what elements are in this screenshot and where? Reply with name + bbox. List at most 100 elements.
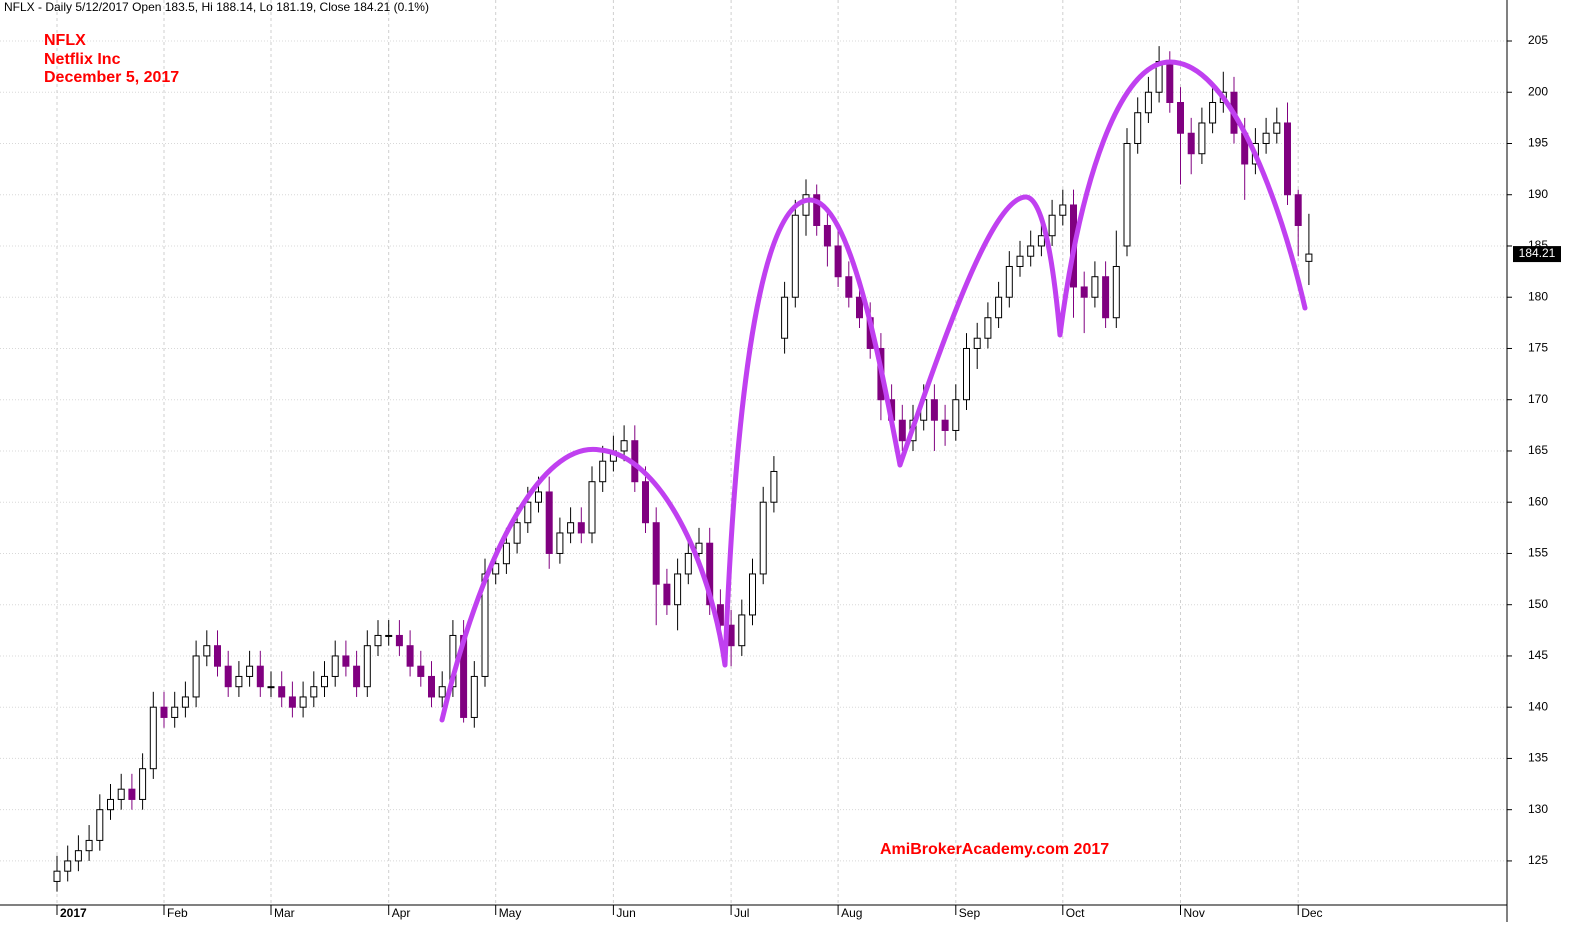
candle-body xyxy=(1134,112,1142,144)
candle-body xyxy=(321,675,328,688)
candle-body xyxy=(1166,60,1174,103)
candle-body xyxy=(995,296,1003,319)
candle-body xyxy=(1080,286,1088,298)
y-tick-label: 145 xyxy=(1528,648,1548,662)
candle-body xyxy=(802,194,810,216)
candle-body xyxy=(1048,214,1056,237)
candle-body xyxy=(930,399,938,421)
candle-body xyxy=(1187,132,1195,155)
candle-body xyxy=(984,317,992,339)
candle-body xyxy=(738,614,746,647)
candle-body xyxy=(759,501,767,575)
candle-body xyxy=(96,809,104,841)
candle-body xyxy=(1198,122,1206,155)
candle-body xyxy=(1262,132,1270,144)
candle-body xyxy=(117,788,125,800)
y-tick-label: 180 xyxy=(1528,289,1548,303)
candle-body xyxy=(502,542,510,565)
candle-body xyxy=(1209,101,1217,124)
candle-body xyxy=(1294,194,1302,226)
candle-body xyxy=(834,245,842,278)
candle-body xyxy=(941,419,949,431)
y-tick-label: 205 xyxy=(1528,33,1548,47)
candle-body xyxy=(85,839,93,852)
candle-body xyxy=(299,696,307,708)
candle-body xyxy=(684,552,692,575)
candle-body xyxy=(74,850,82,862)
last-price-tag xyxy=(1513,246,1561,263)
candle-body xyxy=(642,481,649,524)
last-price-label: 184.21 xyxy=(1519,246,1556,260)
candle-body xyxy=(353,665,361,688)
y-tick-label: 190 xyxy=(1528,187,1548,201)
chart-date: December 5, 2017 xyxy=(44,69,179,86)
candle-body xyxy=(652,522,660,585)
candle-body xyxy=(770,470,778,503)
candle-body xyxy=(149,706,157,770)
candle-body xyxy=(214,645,221,667)
watermark: AmiBrokerAcademy.com 2017 xyxy=(880,841,1109,858)
candle-body xyxy=(695,542,703,554)
x-tick-label: Feb xyxy=(167,906,188,920)
candle-body xyxy=(1123,142,1131,247)
candle-body xyxy=(856,296,863,319)
candle-body xyxy=(1059,204,1067,216)
candle-body xyxy=(620,440,628,452)
candle-body xyxy=(588,481,596,534)
x-tick-label: Oct xyxy=(1066,906,1085,920)
candles xyxy=(53,46,1313,892)
candle-body xyxy=(331,655,339,677)
candle-body xyxy=(438,686,446,698)
y-tick-label: 140 xyxy=(1528,699,1548,713)
candle-body xyxy=(256,665,264,688)
candle-body xyxy=(1005,265,1013,298)
candle-body xyxy=(706,542,714,606)
candle-body xyxy=(898,419,906,442)
x-tick-label: May xyxy=(499,906,522,920)
candle-body xyxy=(1177,101,1184,134)
candle-body xyxy=(224,665,232,688)
candle-body xyxy=(395,634,403,647)
candle-body xyxy=(492,563,500,575)
y-tick-label: 150 xyxy=(1528,597,1548,611)
candle-body xyxy=(513,522,521,544)
y-tick-label: 160 xyxy=(1528,494,1548,508)
candle-body xyxy=(181,696,189,708)
candle-body xyxy=(1305,253,1313,262)
candle-body xyxy=(1112,265,1120,319)
x-tick-label: Mar xyxy=(274,906,295,920)
candle-body xyxy=(791,214,799,298)
y-tick-label: 200 xyxy=(1528,84,1548,98)
candle-body xyxy=(139,768,147,800)
y-tick-label: 135 xyxy=(1528,751,1548,765)
candle-body xyxy=(246,665,254,677)
y-tick-label: 130 xyxy=(1528,802,1548,816)
candle-body xyxy=(749,573,756,616)
y-tick-label: 125 xyxy=(1528,853,1548,867)
candle-body xyxy=(1102,276,1110,319)
x-tick-label: Aug xyxy=(841,906,862,920)
y-tick-label: 155 xyxy=(1528,546,1548,560)
candle-body xyxy=(952,399,960,431)
candle-body xyxy=(781,296,789,339)
candle-body xyxy=(363,645,371,688)
y-tick-label: 195 xyxy=(1528,136,1548,150)
candle-body xyxy=(160,706,168,718)
x-tick-label: Jun xyxy=(616,906,635,920)
candle-body xyxy=(1016,255,1024,267)
candle-body xyxy=(470,675,478,718)
candle-body xyxy=(235,675,243,688)
candle-body xyxy=(524,501,532,524)
candle-body xyxy=(823,224,831,247)
candle-body xyxy=(973,337,981,349)
candle-body xyxy=(192,655,200,698)
candle-body xyxy=(1144,91,1152,114)
candle-body xyxy=(385,634,393,637)
candle-body xyxy=(1037,235,1045,247)
candle-body xyxy=(1273,122,1281,134)
x-tick-label: Jul xyxy=(734,906,749,920)
candle-body xyxy=(288,696,296,708)
candle-body xyxy=(342,655,350,667)
